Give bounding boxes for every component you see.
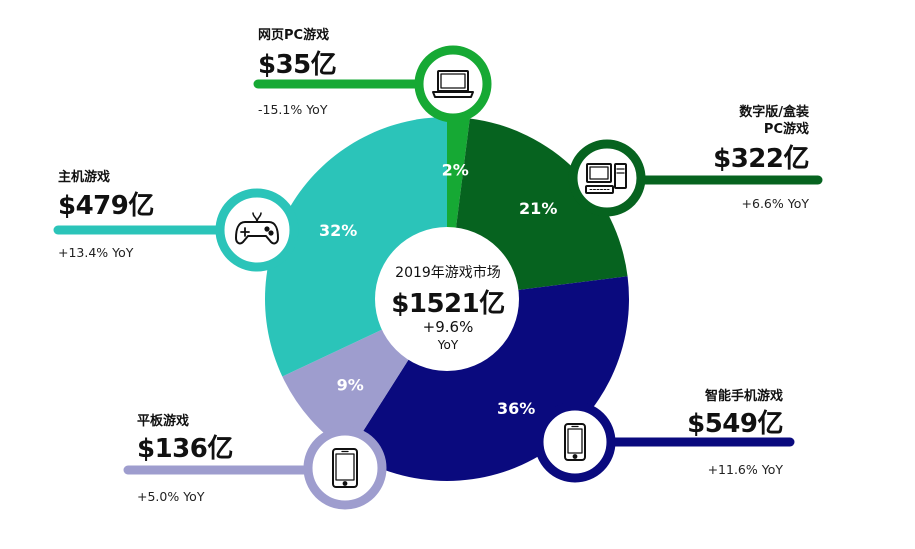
tablet-name: 平板游戏 [137,414,190,429]
smartphone-icon [564,423,586,461]
smartphone-badge [534,401,616,483]
boxed-pc-yoy: +6.6% YoY [741,196,809,211]
laptop-icon [432,70,474,98]
center-hole [375,227,519,371]
tablet-yoy: +5.0% YoY [137,489,205,504]
gamepad-icon [235,212,279,245]
smartphone-percent-label: 36% [497,399,535,418]
boxed-pc-badge [568,139,646,217]
chart-title: 2019年游戏市场 [395,265,501,281]
console-value: $479亿 [58,191,154,221]
total-growth-unit: YoY [437,338,459,352]
tablet-value: $136亿 [137,434,233,464]
console-badge [215,188,299,272]
browser-pc-badge [414,45,492,123]
smartphone-value: $549亿 [687,409,783,439]
icon-badges [215,45,646,510]
smartphone-name: 智能手机游戏 [704,389,783,404]
console-yoy: +13.4% YoY [58,245,134,260]
smartphone-yoy: +11.6% YoY [707,462,783,477]
total-value: $1521亿 [391,289,505,319]
browser-pc-name: 网页PC游戏 [258,28,330,43]
tablet-percent-label: 9% [337,375,364,394]
tablet-badge [303,426,387,510]
browser-pc-value: $35亿 [258,50,337,80]
tablet-icon [332,448,358,488]
boxed-pc-name-line1: 数字版/盒装 [739,105,809,120]
console-name: 主机游戏 [58,170,111,185]
boxed-pc-percent-label: 21% [519,199,557,218]
console-percent-label: 32% [319,221,357,240]
desktop-computer-icon [585,163,627,194]
percent-labels: 2% 21% 36% 9% 32% [319,160,557,418]
boxed-pc-name-line2: PC游戏 [763,122,809,137]
browser-pc-yoy: -15.1% YoY [258,102,328,117]
browser-pc-percent-label: 2% [442,160,469,179]
boxed-pc-value: $322亿 [713,144,809,174]
total-growth: +9.6% [422,318,474,336]
